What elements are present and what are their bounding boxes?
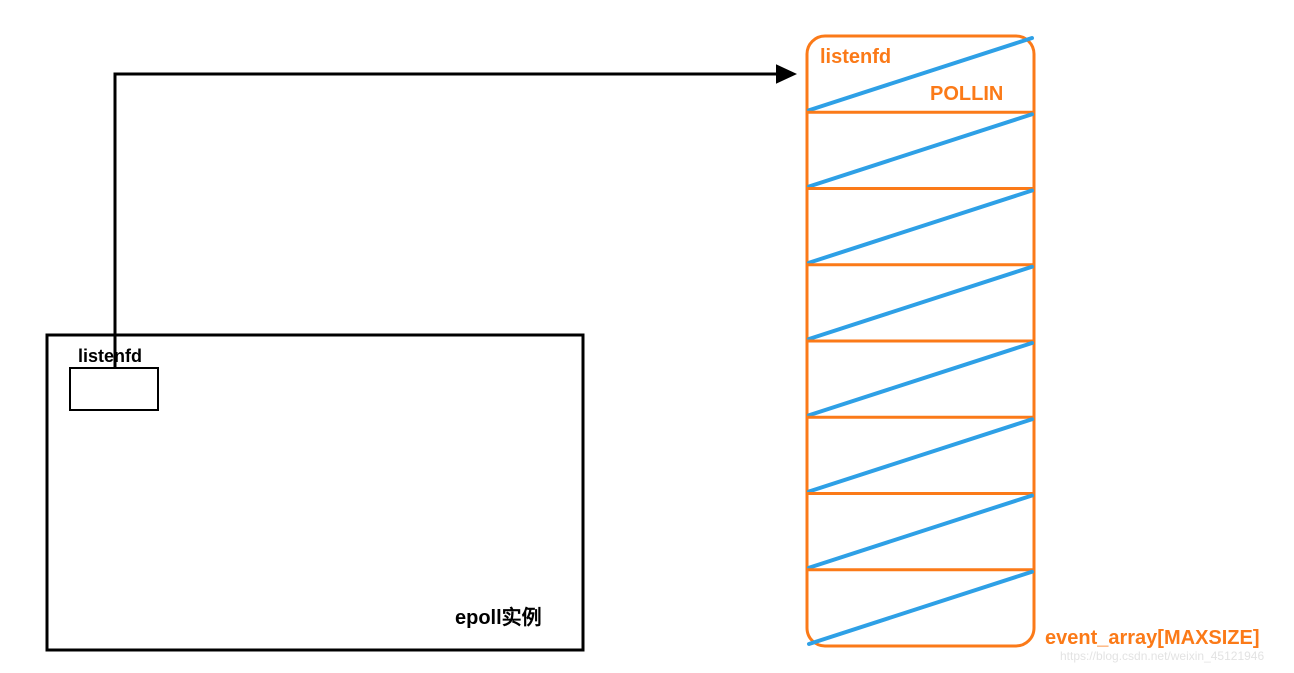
event-array-rows bbox=[807, 38, 1034, 644]
array-row-diagonal bbox=[809, 191, 1032, 263]
arrow-head-icon bbox=[776, 64, 797, 84]
epoll-box bbox=[47, 335, 583, 650]
epoll-label: epoll实例 bbox=[455, 605, 542, 629]
array-row-diagonal bbox=[809, 572, 1032, 644]
array-row-diagonal bbox=[809, 114, 1032, 186]
array-row-diagonal bbox=[809, 496, 1032, 568]
arrow-line bbox=[115, 74, 783, 368]
listenfd-label-orange: listenfd bbox=[820, 46, 891, 68]
array-row-diagonal bbox=[809, 343, 1032, 415]
event-array-bottom-label: event_array[MAXSIZE] bbox=[1045, 627, 1260, 649]
listenfd-label-black: listenfd bbox=[78, 346, 142, 366]
array-row-diagonal bbox=[809, 267, 1032, 339]
listenfd-inner-box bbox=[70, 368, 158, 410]
watermark-text: https://blog.csdn.net/weixin_45121946 bbox=[1060, 649, 1264, 663]
pollin-label: POLLIN bbox=[930, 83, 1003, 105]
array-row-diagonal bbox=[809, 419, 1032, 491]
